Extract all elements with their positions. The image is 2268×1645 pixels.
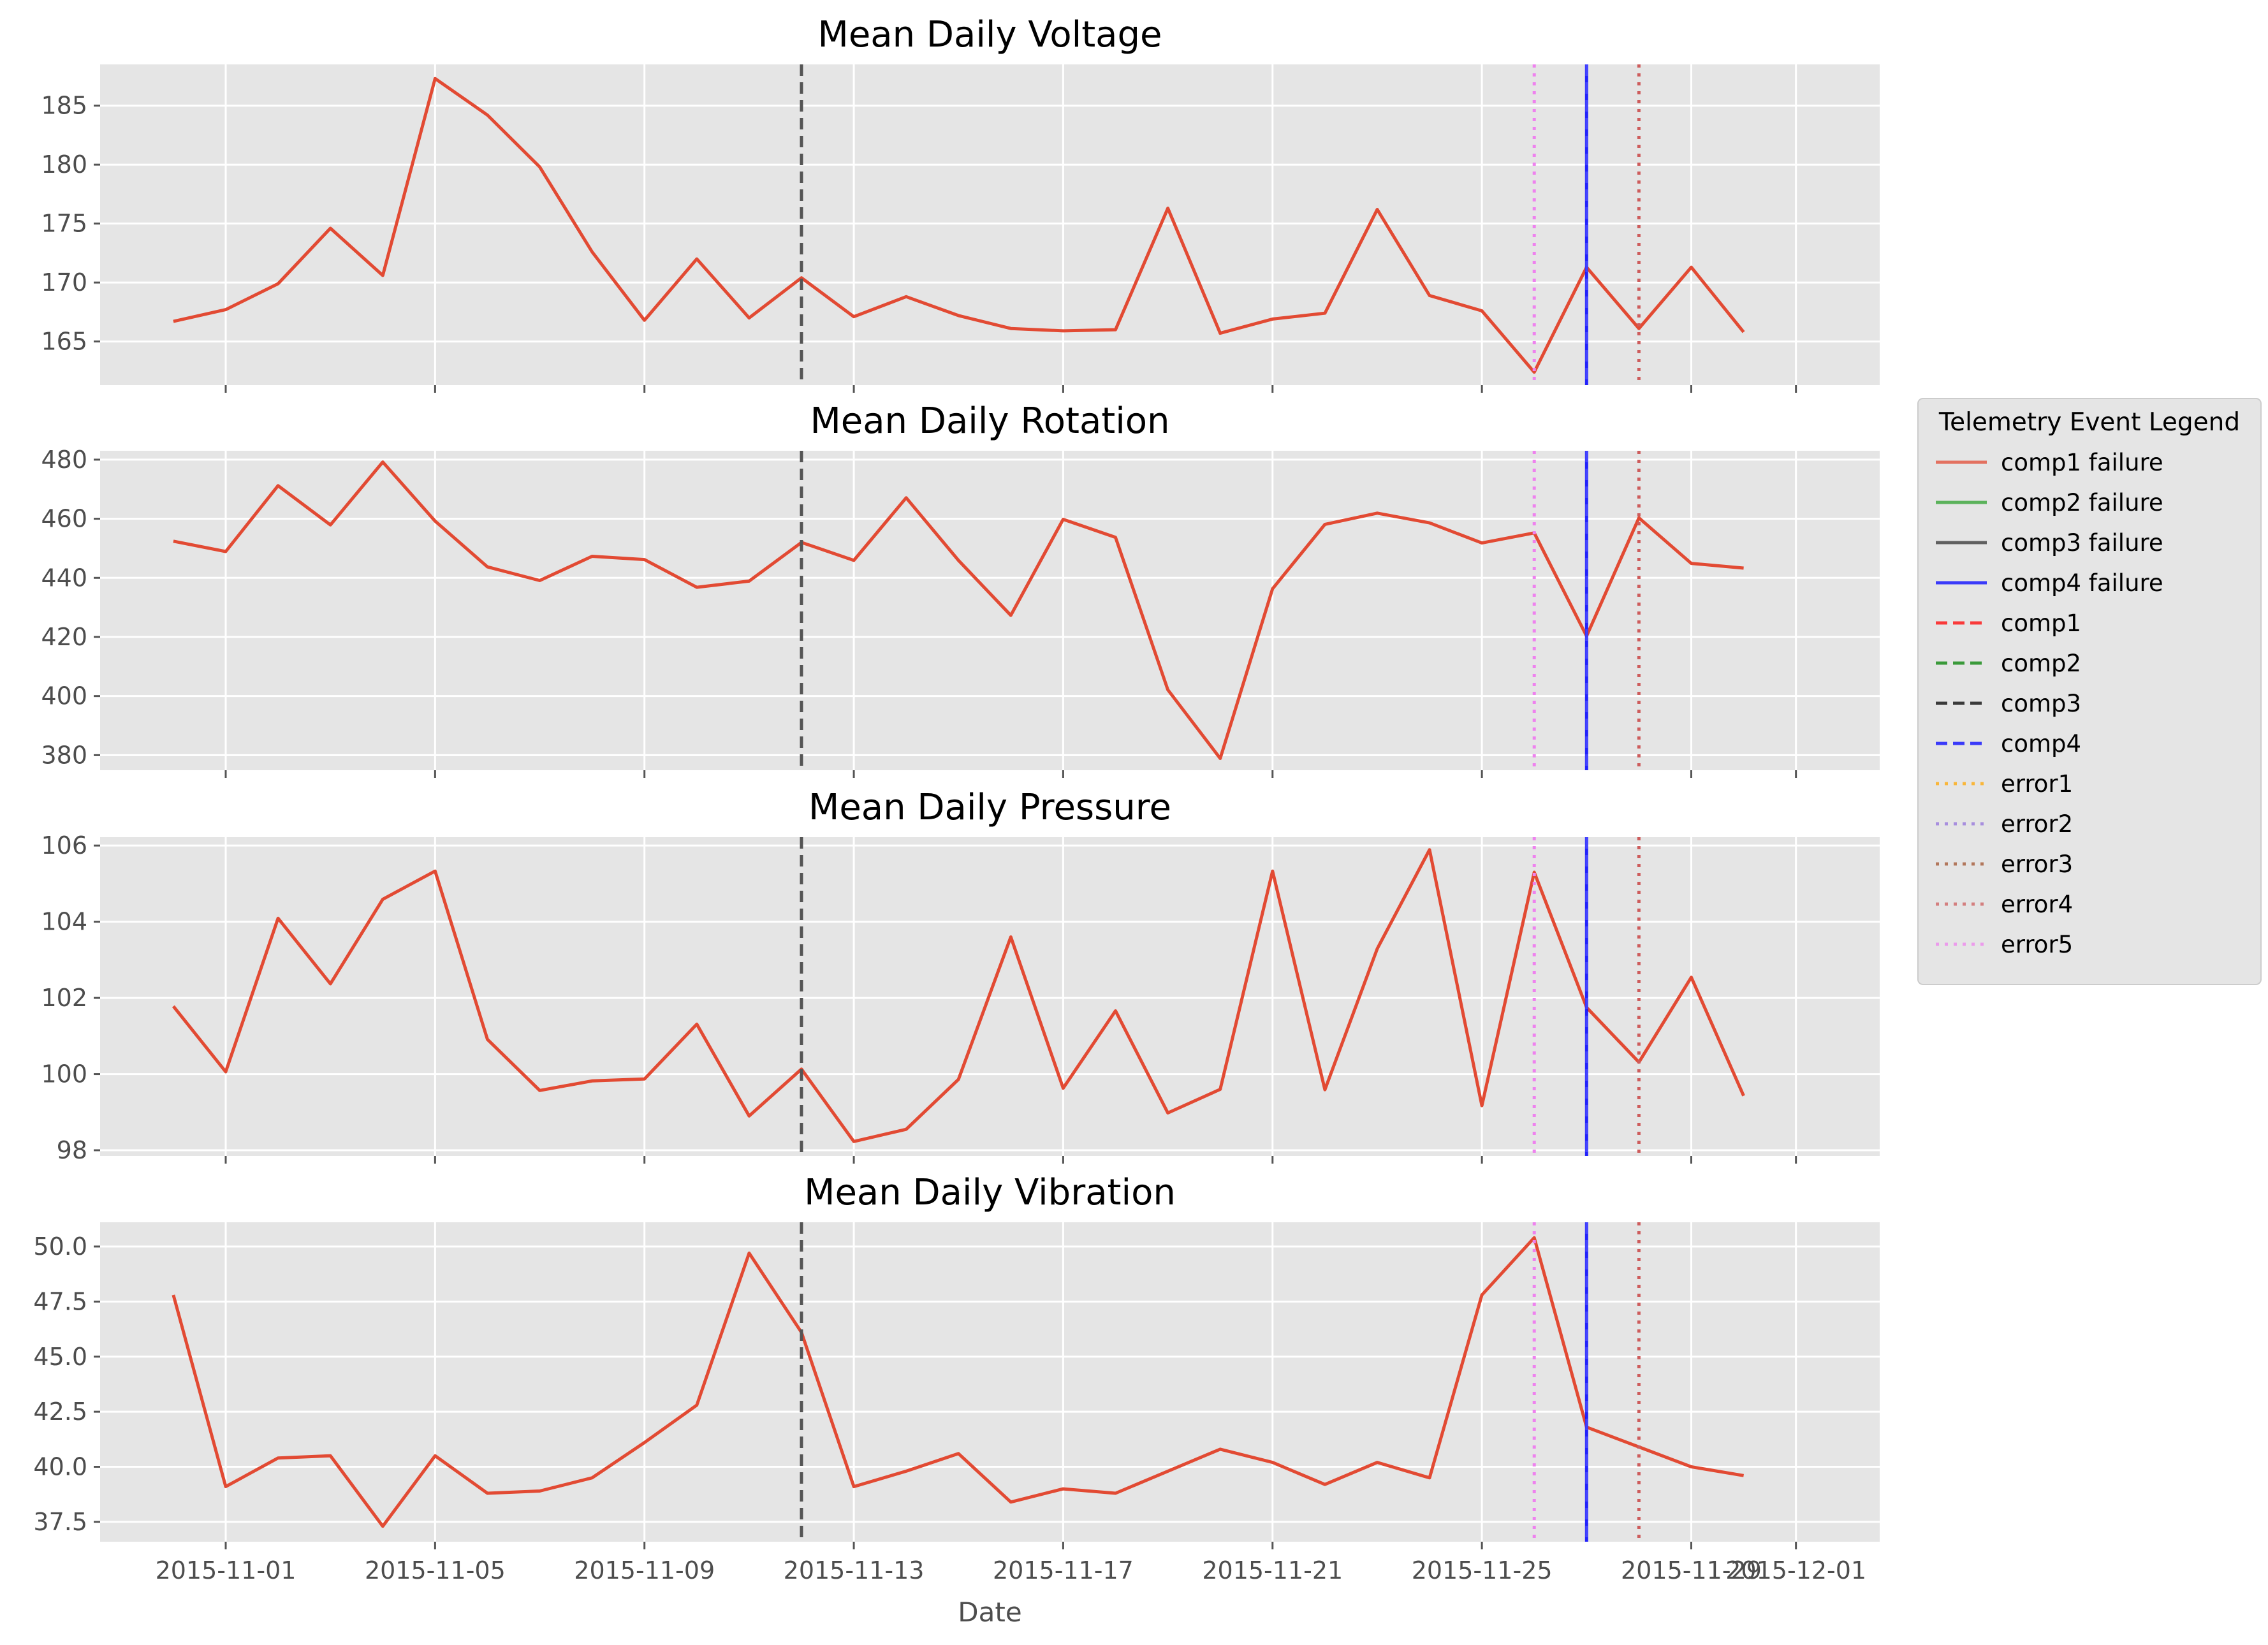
- legend-item-label: comp3: [2001, 690, 2081, 717]
- legend-item-label: error3: [2001, 851, 2073, 878]
- x-tick-label: 2015-11-13: [784, 1556, 925, 1584]
- y-tick-label: 400: [41, 682, 87, 710]
- panel-2: 380 400 420 440 460 480 Mean Daily Rotation: [41, 400, 1880, 778]
- y-tick-label: 440: [41, 564, 87, 592]
- series-line: [173, 77, 1745, 374]
- x-axis-label: Date: [958, 1597, 1021, 1628]
- plot-area: [100, 64, 1880, 385]
- x-tick-label: 2015-11-01: [156, 1556, 296, 1584]
- y-tick-label: 106: [41, 831, 87, 859]
- plot-area: [100, 1222, 1880, 1542]
- y-tick-label: 98: [57, 1136, 87, 1164]
- legend-item-label: error2: [2001, 810, 2073, 838]
- x-tick-label: 2015-11-25: [1412, 1556, 1553, 1584]
- legend-item-label: comp4: [2001, 730, 2081, 757]
- x-tick-label: 2015-12-01: [1725, 1556, 1866, 1584]
- legend-item-label: comp2 failure: [2001, 489, 2163, 516]
- legend-item-label: error5: [2001, 931, 2073, 958]
- y-tick-label: 42.5: [33, 1398, 87, 1426]
- y-tick-label: 175: [41, 210, 87, 238]
- panel-4: 37.5 40.0 42.5 45.0 47.5 50.0 2015-11-01 2015-1…: [33, 1172, 1880, 1628]
- y-tick-label: 165: [41, 328, 87, 356]
- legend-item-label: comp2: [2001, 650, 2081, 677]
- y-tick-label: 50.0: [33, 1232, 87, 1261]
- y-tick-label: 380: [41, 741, 87, 769]
- y-tick-label: 170: [41, 268, 87, 296]
- legend-item-label: error4: [2001, 891, 2073, 918]
- legend-item-label: comp3 failure: [2001, 529, 2163, 557]
- x-tick-label: 2015-11-09: [574, 1556, 715, 1584]
- panel-1: 165 170 175 180 185 Mean Daily Voltage: [41, 14, 1880, 393]
- y-tick-label: 40.0: [33, 1453, 87, 1481]
- legend-box: [1917, 398, 2262, 985]
- panel-title: Mean Daily Voltage: [818, 14, 1162, 55]
- y-tick-label: 102: [41, 984, 87, 1012]
- y-tick-label: 420: [41, 623, 87, 651]
- panel-3: 98 100 102 104 106 Mean Daily Pressure: [41, 787, 1880, 1164]
- legend-item-label: error1: [2001, 770, 2073, 798]
- legend: Telemetry Event Legend comp1 failure comp2…: [1917, 398, 2262, 985]
- x-tick-label: 2015-11-21: [1202, 1556, 1343, 1584]
- x-tick-label: 2015-11-05: [365, 1556, 506, 1584]
- series-line: [172, 1236, 1745, 1528]
- y-tick-label: 100: [41, 1060, 87, 1088]
- plot-area: [100, 451, 1880, 770]
- y-tick-label: 45.0: [33, 1343, 87, 1371]
- y-tick-label: 180: [41, 150, 87, 179]
- series-line: [173, 460, 1744, 760]
- legend-title: Telemetry Event Legend: [1938, 408, 2240, 437]
- y-tick-label: 47.5: [33, 1287, 87, 1315]
- series-line: [172, 848, 1745, 1143]
- y-tick-label: 460: [41, 505, 87, 533]
- y-tick-label: 185: [41, 92, 87, 120]
- panel-title: Mean Daily Vibration: [804, 1172, 1176, 1213]
- legend-item-label: comp1: [2001, 610, 2081, 637]
- x-tick-label: 2015-11-17: [993, 1556, 1134, 1584]
- x-tick-label: 2015-11-29: [1621, 1556, 1762, 1584]
- legend-item-label: comp4 failure: [2001, 569, 2163, 597]
- y-tick-label: 104: [41, 908, 87, 936]
- legend-item-label: comp1 failure: [2001, 449, 2163, 476]
- panel-title: Mean Daily Rotation: [810, 400, 1169, 442]
- panel-title: Mean Daily Pressure: [808, 787, 1171, 828]
- y-tick-label: 37.5: [33, 1508, 87, 1536]
- y-tick-label: 480: [41, 446, 87, 474]
